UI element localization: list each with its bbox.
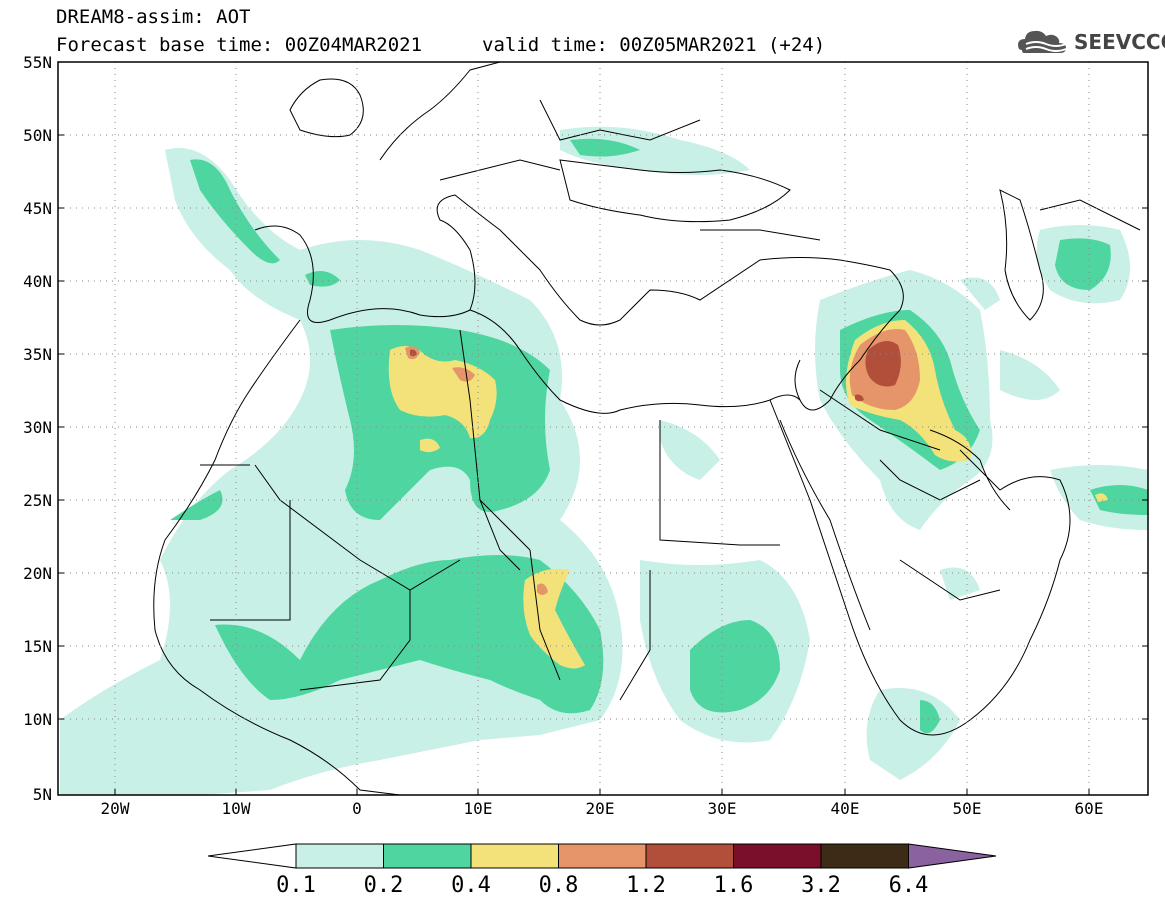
colorbar-segment [470, 843, 559, 869]
lat-label: 20N [23, 564, 52, 583]
colorbar-label: 6.4 [889, 873, 929, 898]
lat-label: 45N [23, 199, 52, 218]
forecast-base-time: Forecast base time: 00Z04MAR2021 [56, 34, 423, 56]
gridlines [58, 62, 1148, 795]
colorbar-segment [295, 843, 384, 869]
lon-label: 10E [464, 799, 493, 818]
colorbar-label: 0.4 [451, 873, 491, 898]
colorbar-segment [820, 843, 909, 869]
lat-label: 30N [23, 418, 52, 437]
colorbar-label: 0.1 [276, 873, 316, 898]
coastlines [153, 62, 1141, 795]
lon-ticks [114, 789, 1090, 795]
colorbar-segment [645, 843, 734, 869]
lat-label: 55N [23, 53, 52, 72]
cloud-icon [1018, 30, 1067, 53]
lon-label: 10W [222, 799, 251, 818]
lon-label: 0 [352, 799, 362, 818]
colorbar-segment [383, 843, 472, 869]
colorbar-right-arrow [908, 843, 997, 869]
lat-label: 35N [23, 345, 52, 364]
lon-label: 50E [953, 799, 982, 818]
colorbar-label: 3.2 [801, 873, 841, 898]
lat-label: 25N [23, 491, 52, 510]
logo-text: SEEVCCC [1074, 30, 1165, 54]
lat-label: 10N [23, 710, 52, 729]
lon-label: 20E [586, 799, 615, 818]
lon-label: 40E [831, 799, 860, 818]
lat-label: 40N [23, 272, 52, 291]
lat-label: 5N [33, 785, 52, 804]
colorbar-label: 1.6 [714, 873, 754, 898]
colorbar [207, 843, 997, 869]
lat-label: 15N [23, 637, 52, 656]
lon-label: 30E [708, 799, 737, 818]
seevccc-logo: SEEVCCC [1016, 24, 1165, 60]
colorbar-label: 0.8 [539, 873, 579, 898]
lon-label: 20W [101, 799, 130, 818]
map-frame [57, 61, 1149, 796]
map-title: DREAM8-assim: AOT [56, 6, 251, 28]
aot-field [60, 126, 1148, 795]
valid-time: valid time: 00Z05MAR2021 (+24) [482, 34, 826, 56]
colorbar-left-arrow [207, 843, 297, 869]
colorbar-segment [733, 843, 822, 869]
lat-label: 50N [23, 126, 52, 145]
lon-label: 60E [1075, 799, 1104, 818]
colorbar-segment [558, 843, 647, 869]
colorbar-label: 1.2 [626, 873, 666, 898]
colorbar-label: 0.2 [364, 873, 404, 898]
lat-ticks [58, 61, 1148, 720]
